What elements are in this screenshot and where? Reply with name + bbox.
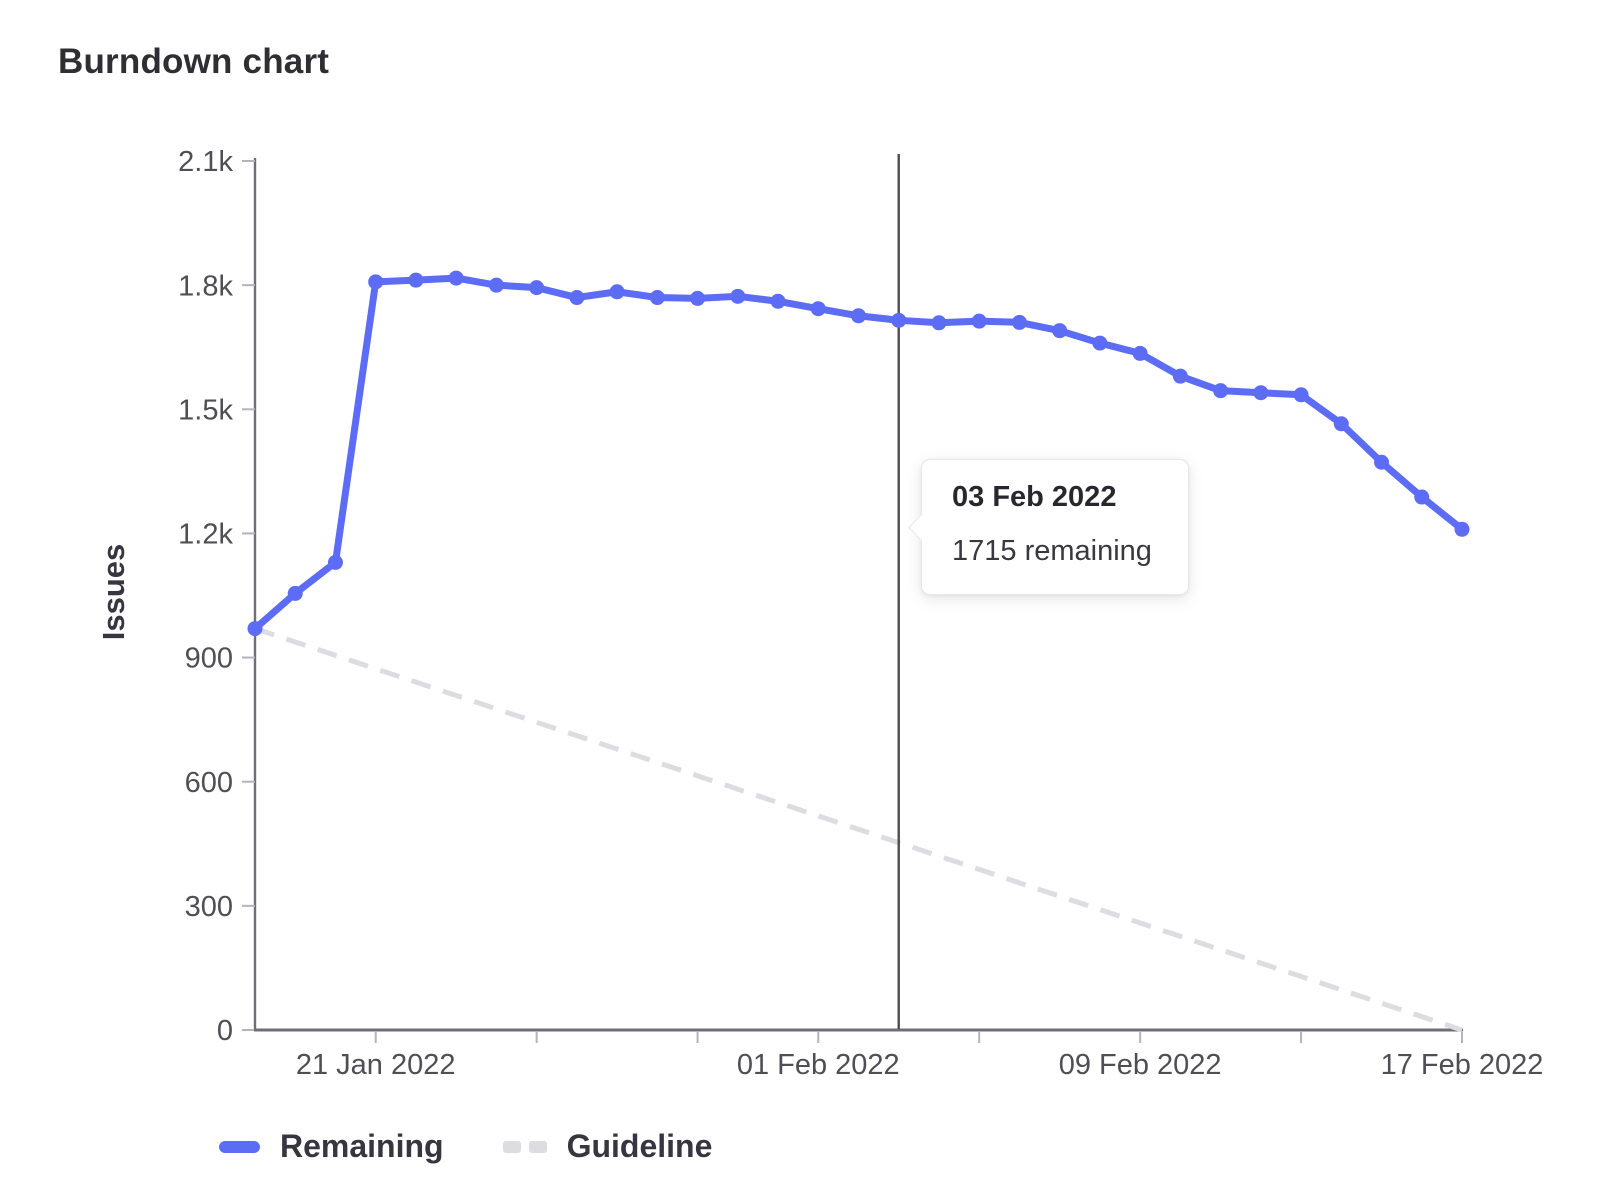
x-tick-label: 01 Feb 2022 <box>737 1049 900 1081</box>
data-point[interactable] <box>569 290 585 306</box>
data-point[interactable] <box>851 308 866 324</box>
data-point[interactable] <box>609 284 625 300</box>
y-tick-label: 1.8k <box>178 270 233 302</box>
data-point[interactable] <box>1253 385 1269 401</box>
legend-item-guideline[interactable]: Guideline <box>502 1128 713 1165</box>
data-point[interactable] <box>287 585 303 601</box>
data-point[interactable] <box>1374 454 1390 470</box>
x-tick-label: 17 Feb 2022 <box>1381 1049 1544 1081</box>
y-tick-label: 0 <box>217 1015 233 1047</box>
guideline-dash-swatch-icon <box>502 1140 547 1153</box>
y-tick-label: 600 <box>185 767 233 799</box>
data-point[interactable] <box>1052 323 1068 339</box>
y-tick-label: 1.5k <box>178 394 233 426</box>
dash-segment-icon <box>528 1140 547 1153</box>
guideline-line <box>254 626 1463 1033</box>
data-point[interactable] <box>730 288 746 304</box>
legend-label-guideline: Guideline <box>566 1128 713 1164</box>
remaining-line-swatch-icon <box>219 1140 260 1153</box>
data-point[interactable] <box>1092 335 1108 351</box>
y-tick-label: 900 <box>185 643 233 675</box>
data-point[interactable] <box>529 280 545 296</box>
data-point[interactable] <box>1333 416 1349 432</box>
data-point[interactable] <box>1132 345 1148 361</box>
data-point[interactable] <box>408 272 424 288</box>
legend-label-remaining: Remaining <box>280 1128 444 1164</box>
page-title: Burndown chart <box>58 42 330 81</box>
y-axis-title: Issues <box>96 544 131 641</box>
data-point[interactable] <box>891 312 907 328</box>
data-point[interactable] <box>1213 383 1229 399</box>
data-point[interactable] <box>1414 489 1430 505</box>
tooltip-date: 03 Feb 2022 <box>952 481 1117 513</box>
data-point[interactable] <box>690 290 706 306</box>
remaining-line <box>251 274 1466 633</box>
data-point[interactable] <box>810 301 826 317</box>
data-point[interactable] <box>971 313 987 329</box>
data-point[interactable] <box>247 621 263 637</box>
legend-item-remaining[interactable]: Remaining <box>219 1128 444 1165</box>
chart-tooltip: 03 Feb 2022 1715 remaining <box>908 459 1189 595</box>
data-point[interactable] <box>1172 368 1188 384</box>
data-point[interactable] <box>931 315 947 331</box>
tooltip-value: 1715 remaining <box>952 535 1152 567</box>
data-point[interactable] <box>448 270 464 286</box>
data-point[interactable] <box>327 554 343 570</box>
y-tick-label: 1.2k <box>178 519 233 551</box>
dash-segment-icon <box>502 1140 521 1153</box>
data-point[interactable] <box>1011 314 1027 330</box>
data-point[interactable] <box>488 277 504 293</box>
data-point[interactable] <box>1454 521 1470 537</box>
x-tick-label: 09 Feb 2022 <box>1059 1049 1222 1081</box>
chart-legend: Remaining Guideline <box>219 1128 712 1165</box>
data-point[interactable] <box>1293 387 1309 403</box>
data-point[interactable] <box>368 274 384 290</box>
data-point[interactable] <box>649 290 665 306</box>
y-tick-label: 2.1k <box>178 146 233 178</box>
data-point[interactable] <box>770 293 786 309</box>
y-tick-label: 300 <box>185 891 233 923</box>
x-tick-label: 21 Jan 2022 <box>296 1049 456 1081</box>
